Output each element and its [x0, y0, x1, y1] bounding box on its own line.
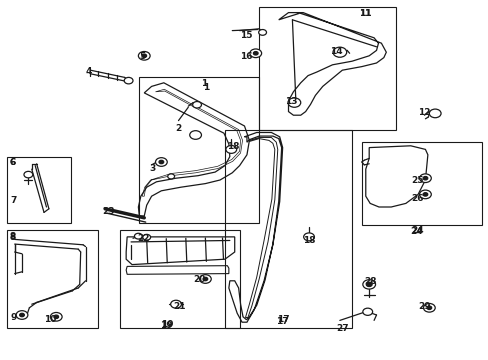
Circle shape	[225, 145, 236, 153]
Text: 1: 1	[203, 83, 209, 92]
Circle shape	[362, 308, 372, 315]
Circle shape	[189, 131, 201, 139]
Text: 8: 8	[10, 232, 16, 241]
Circle shape	[155, 158, 167, 166]
Circle shape	[419, 174, 430, 183]
Circle shape	[422, 193, 427, 196]
Circle shape	[20, 313, 24, 317]
Text: 4: 4	[85, 67, 92, 76]
Circle shape	[419, 190, 430, 199]
Text: 15: 15	[239, 31, 252, 40]
Text: 11: 11	[359, 9, 371, 18]
Text: 2: 2	[175, 124, 181, 133]
Circle shape	[332, 47, 346, 57]
Bar	[224, 130, 351, 328]
Text: 19: 19	[160, 321, 173, 330]
Text: 27: 27	[336, 324, 348, 333]
Circle shape	[258, 30, 266, 35]
Text: 24: 24	[410, 226, 423, 235]
Text: 22: 22	[137, 234, 149, 243]
Text: 13: 13	[284, 97, 297, 106]
Bar	[139, 77, 259, 223]
Circle shape	[362, 280, 375, 289]
Circle shape	[159, 160, 163, 164]
Circle shape	[303, 233, 314, 241]
Text: 8: 8	[10, 233, 16, 242]
Circle shape	[287, 98, 300, 107]
Circle shape	[423, 303, 434, 312]
Text: 1: 1	[201, 79, 207, 88]
Circle shape	[426, 306, 431, 310]
Circle shape	[24, 171, 33, 178]
Text: 17: 17	[277, 315, 289, 324]
Text: 17: 17	[276, 317, 288, 326]
Text: 16: 16	[239, 52, 252, 61]
Circle shape	[428, 109, 440, 118]
Bar	[259, 7, 395, 130]
Text: 19: 19	[161, 320, 174, 329]
Circle shape	[192, 102, 201, 108]
Text: 29: 29	[417, 302, 430, 311]
Circle shape	[366, 282, 371, 287]
Circle shape	[249, 49, 261, 58]
Bar	[120, 230, 239, 328]
Circle shape	[203, 277, 207, 281]
Circle shape	[253, 51, 258, 55]
Circle shape	[138, 51, 150, 60]
Circle shape	[199, 275, 211, 283]
Circle shape	[167, 174, 174, 179]
Text: 21: 21	[173, 302, 186, 311]
Circle shape	[134, 233, 142, 239]
Text: 6: 6	[10, 158, 16, 167]
Text: 7: 7	[11, 196, 17, 205]
Circle shape	[422, 176, 427, 180]
Circle shape	[142, 54, 146, 58]
Text: 12: 12	[417, 108, 430, 117]
Circle shape	[54, 315, 59, 319]
Circle shape	[170, 300, 181, 308]
Text: 11: 11	[359, 9, 371, 18]
Circle shape	[16, 311, 28, 319]
Text: 5: 5	[139, 52, 145, 61]
Text: 25: 25	[410, 176, 423, 185]
Text: 23: 23	[102, 207, 115, 216]
Text: 14: 14	[329, 47, 342, 56]
Text: 9: 9	[11, 313, 17, 322]
Bar	[7, 230, 98, 328]
Text: 18: 18	[303, 236, 315, 245]
Text: 28: 28	[364, 277, 376, 286]
Circle shape	[50, 312, 62, 321]
Bar	[7, 157, 71, 223]
Text: 20: 20	[193, 275, 205, 284]
Circle shape	[142, 234, 150, 240]
Bar	[361, 142, 481, 225]
Circle shape	[124, 77, 133, 84]
Text: 6: 6	[10, 158, 16, 167]
Text: 24: 24	[409, 227, 422, 236]
Text: 10: 10	[44, 315, 56, 324]
Text: 3: 3	[149, 164, 155, 173]
Text: 26: 26	[410, 194, 423, 203]
Text: 18: 18	[227, 142, 240, 151]
